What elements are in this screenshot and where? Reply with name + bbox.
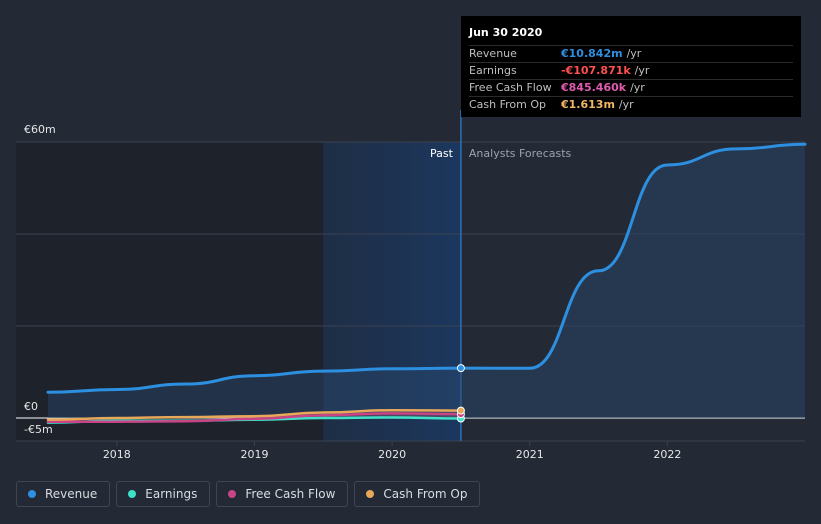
tooltip-unit: /yr	[630, 81, 645, 94]
cash-from-op-line	[46, 408, 463, 422]
legend-label: Free Cash Flow	[245, 487, 336, 501]
tooltip-date: Jun 30 2020	[469, 26, 543, 39]
tooltip-label: Earnings	[469, 64, 517, 77]
tooltip: Jun 30 2020 Revenue €10.842m /yr Earning…	[461, 16, 801, 117]
free-cash-flow-dot-icon	[228, 490, 237, 498]
tooltip-unit: /yr	[626, 47, 642, 60]
x-tick-label: 2020	[378, 448, 406, 461]
legend-item-earnings[interactable]: Earnings	[116, 481, 211, 507]
cash-from-op-point	[456, 406, 465, 415]
tooltip-row-cash-from-op: Cash From Op €1.613m /yr	[469, 96, 793, 113]
y-tick-label: -€5m	[24, 423, 53, 436]
past-label: Past	[430, 147, 454, 160]
tooltip-value: €1.613m	[561, 98, 615, 111]
forecast-label: Analysts Forecasts	[469, 147, 572, 160]
tooltip-row-revenue: Revenue €10.842m /yr	[469, 45, 793, 62]
legend-item-free-cash-flow[interactable]: Free Cash Flow	[216, 481, 349, 507]
tooltip-label: Revenue	[469, 47, 517, 60]
x-tick-label: 2021	[516, 448, 544, 461]
tooltip-unit: /yr	[618, 98, 634, 111]
cash-from-op-dot-icon	[366, 490, 375, 498]
revenue-dot-icon	[28, 490, 36, 498]
tooltip-row-earnings: Earnings -€107.871k /yr	[469, 62, 793, 79]
tooltip-value: €10.842m	[561, 47, 623, 60]
y-tick-label: €60m	[24, 123, 56, 136]
legend-label: Revenue	[45, 487, 98, 501]
revenue-area	[48, 144, 805, 419]
tooltip-value: €845.460k	[561, 81, 627, 94]
legend-label: Earnings	[145, 487, 198, 501]
x-tick-label: 2018	[103, 448, 131, 461]
tooltip-unit: /yr	[634, 64, 650, 77]
tooltip-row-free-cash-flow: Free Cash Flow €845.460k /yr	[469, 79, 793, 96]
tooltip-label: Free Cash Flow	[469, 81, 552, 94]
chart: €60m €0 -€5m 2018 2019 2020 2021 2022 Past Analys…	[16, 110, 807, 461]
legend-label: Cash From Op	[383, 487, 468, 501]
revenue-point	[456, 364, 465, 373]
earnings-dot-icon	[128, 490, 137, 498]
free-cash-flow-line	[46, 412, 463, 423]
legend-item-revenue[interactable]: Revenue	[16, 481, 111, 507]
x-tick-label: 2022	[653, 448, 681, 461]
tooltip-label: Cash From Op	[469, 98, 547, 111]
y-tick-label: €0	[24, 400, 38, 413]
legend: Revenue Earnings Free Cash Flow Cash Fro…	[16, 481, 481, 509]
tooltip-value: -€107.871k	[561, 64, 631, 77]
x-tick-label: 2019	[240, 448, 268, 461]
legend-item-cash-from-op[interactable]: Cash From Op	[354, 481, 481, 507]
highlight-region	[323, 142, 461, 441]
